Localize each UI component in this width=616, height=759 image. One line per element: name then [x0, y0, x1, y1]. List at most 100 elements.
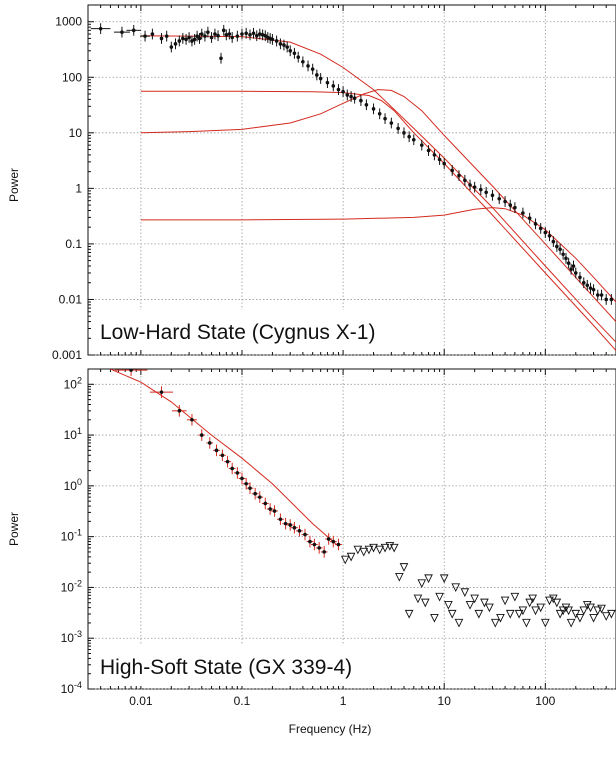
- data-point: [149, 386, 174, 398]
- data-point: [591, 284, 596, 296]
- data-marker: [490, 193, 495, 198]
- data-marker: [292, 51, 297, 56]
- data-point: [463, 174, 467, 186]
- data-marker: [173, 42, 178, 46]
- data-point: [599, 289, 604, 301]
- data-marker: [230, 466, 234, 471]
- data-marker: [297, 529, 302, 533]
- y-tick-label: 10-3: [61, 629, 82, 645]
- y-tick-label: 1000: [55, 15, 82, 29]
- data-marker: [199, 32, 204, 36]
- data-marker: [318, 76, 323, 81]
- data-point: [389, 117, 394, 129]
- data-point: [114, 369, 148, 376]
- data-marker: [315, 73, 319, 77]
- upper-limit-marker: [444, 600, 453, 610]
- data-point: [345, 89, 350, 101]
- y-tick-label: 102: [64, 375, 82, 391]
- upper-limit-marker: [375, 545, 385, 555]
- data-point: [254, 30, 259, 42]
- upper-limit-marker: [417, 579, 427, 589]
- data-marker: [159, 36, 164, 41]
- data-marker: [181, 36, 185, 41]
- top-annotation: Low-Hard State (Cygnus X-1): [100, 321, 375, 344]
- x-axis-label: Frequency (Hz): [289, 722, 372, 736]
- data-marker: [282, 43, 286, 47]
- data-point: [547, 230, 552, 242]
- data-marker: [240, 32, 244, 36]
- data-marker: [604, 297, 609, 302]
- data-marker: [513, 205, 517, 210]
- panel-top: 1000 100 10 1 0.1 0.01 0.001 Low-Hard State (C…: [7, 4, 616, 362]
- data-point: [508, 199, 513, 211]
- data-point: [203, 30, 207, 42]
- data-point: [457, 170, 461, 181]
- data-point: [336, 84, 341, 95]
- data-marker: [306, 64, 310, 68]
- data-point: [256, 491, 264, 503]
- data-point: [206, 437, 214, 449]
- upper-limit-marker: [474, 609, 484, 619]
- data-marker: [533, 222, 538, 226]
- data-marker: [207, 441, 212, 445]
- data-marker: [364, 102, 369, 107]
- data-marker: [371, 107, 376, 111]
- data-marker: [527, 216, 532, 221]
- panel-bottom-frame: [87, 368, 616, 690]
- upper-limit-marker: [518, 606, 528, 616]
- x-tick-label: 1: [340, 694, 347, 708]
- data-point: [311, 538, 318, 551]
- data-marker: [538, 226, 543, 231]
- data-marker: [450, 168, 455, 173]
- data-point: [288, 45, 293, 57]
- data-marker: [396, 126, 400, 131]
- data-point: [588, 282, 593, 294]
- data-marker: [184, 37, 188, 42]
- data-marker: [571, 264, 576, 268]
- data-point: [301, 528, 309, 541]
- data-point: [595, 289, 600, 301]
- data-marker: [419, 143, 424, 147]
- data-marker: [331, 84, 336, 88]
- data-point: [571, 260, 576, 272]
- data-marker: [547, 233, 552, 238]
- upper-limit-marker: [439, 574, 449, 584]
- data-marker: [129, 369, 133, 372]
- data-point: [359, 95, 363, 106]
- data-point: [383, 113, 387, 125]
- data-point: [561, 248, 565, 260]
- data-point: [198, 429, 206, 441]
- data-marker: [336, 542, 341, 547]
- data-marker: [484, 190, 488, 195]
- data-point: [221, 24, 226, 36]
- data-point: [248, 29, 252, 41]
- upper-limit-marker: [589, 613, 598, 623]
- data-marker: [227, 32, 232, 36]
- top-model-curves: [140, 35, 616, 351]
- data-marker: [463, 178, 467, 183]
- data-marker: [543, 230, 548, 235]
- data-point: [213, 28, 217, 40]
- y-tick-label: 10-4: [61, 680, 82, 696]
- data-marker: [303, 532, 307, 537]
- upper-limit-marker: [430, 613, 439, 623]
- data-marker: [325, 80, 330, 85]
- y-tick-label: 101: [64, 426, 82, 442]
- data-marker: [253, 491, 257, 496]
- data-point: [257, 28, 262, 40]
- data-marker: [199, 433, 204, 437]
- bottom-upper-limits: [340, 542, 616, 664]
- data-point: [219, 449, 226, 462]
- data-marker: [285, 45, 289, 49]
- data-marker: [521, 211, 525, 215]
- upper-limit-marker: [540, 618, 550, 628]
- data-point: [126, 24, 142, 36]
- data-marker: [283, 521, 288, 526]
- data-marker: [197, 36, 202, 41]
- data-point: [224, 455, 231, 468]
- upper-limit-marker: [480, 598, 489, 608]
- data-marker: [235, 471, 240, 475]
- upper-limit-marker: [404, 609, 414, 619]
- data-point: [197, 33, 202, 44]
